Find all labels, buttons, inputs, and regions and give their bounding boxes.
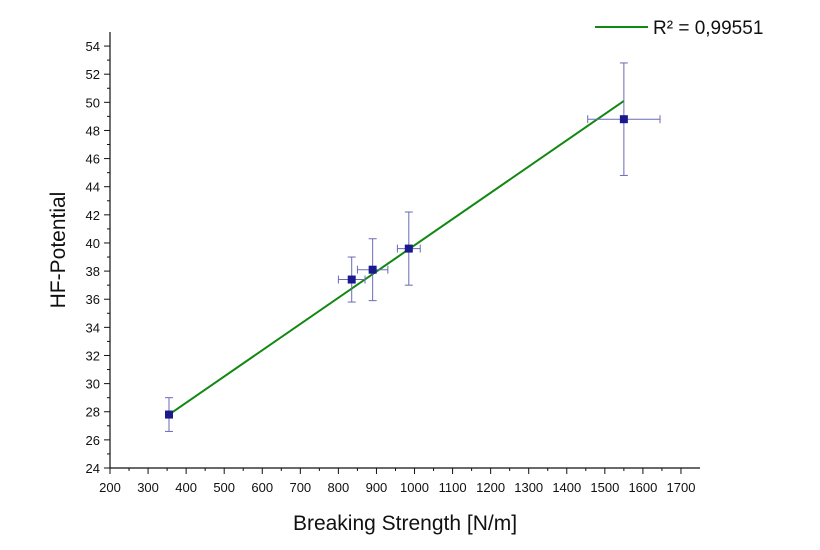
axes <box>109 32 700 469</box>
fit-layer <box>168 100 625 416</box>
y-tick-label: 48 <box>86 123 100 138</box>
error-bars <box>165 62 661 432</box>
data-point <box>619 115 628 124</box>
x-tick-label: 900 <box>366 480 388 495</box>
x-tick-label: 200 <box>99 480 121 495</box>
data-point <box>404 244 413 253</box>
x-tick-label: 1100 <box>439 480 467 495</box>
x-tick-label: 300 <box>137 480 159 495</box>
x-tick-label: 1500 <box>590 480 619 495</box>
x-ticks: 200 300 400 500 600 700 800 900 1000 1100 1200 1300… <box>99 468 695 495</box>
y-tick-label: 26 <box>86 433 100 448</box>
y-tick-label: 34 <box>86 320 100 335</box>
y-ticks: 24 26 28 30 32 34 36 38 40 42 44 46 48 50 52 54 <box>86 39 110 476</box>
x-tick-label: 800 <box>328 480 350 495</box>
y-tick-label: 36 <box>86 292 100 307</box>
y-tick-label: 50 <box>86 95 100 110</box>
x-tick-label: 500 <box>213 480 235 495</box>
y-tick-label: 28 <box>86 405 100 420</box>
x-tick-label: 400 <box>175 480 197 495</box>
legend: R² = 0,99551 <box>595 18 763 39</box>
x-tick-label: 1200 <box>476 480 505 495</box>
x-axis-title: Breaking Strength [N/m] <box>293 512 517 535</box>
y-axis-title: HF-Potential <box>47 192 70 309</box>
y-tick-label: 32 <box>86 348 100 363</box>
y-tick-label: 40 <box>86 236 100 251</box>
y-tick-label: 54 <box>86 39 100 54</box>
y-tick-label: 44 <box>86 180 100 195</box>
y-tick-label: 52 <box>86 67 100 82</box>
x-tick-label: 1000 <box>400 480 429 495</box>
data-point <box>368 265 377 274</box>
legend-fit-label: R² = 0,99551 <box>653 18 763 39</box>
x-tick-label: 600 <box>251 480 273 495</box>
data-point <box>165 410 173 419</box>
y-tick-label: 24 <box>86 461 100 476</box>
y-tick-label: 42 <box>86 208 100 223</box>
data-points <box>165 115 628 419</box>
x-tick-label: 1600 <box>628 480 657 495</box>
y-tick-label: 30 <box>86 377 100 392</box>
fit-line <box>168 100 625 416</box>
x-tick-label: 1300 <box>514 480 543 495</box>
y-tick-label: 46 <box>86 152 100 167</box>
x-tick-label: 1700 <box>667 480 696 495</box>
y-tick-label: 38 <box>86 264 100 279</box>
x-tick-label: 1400 <box>552 480 581 495</box>
data-point <box>347 275 356 284</box>
x-tick-label: 700 <box>289 480 311 495</box>
